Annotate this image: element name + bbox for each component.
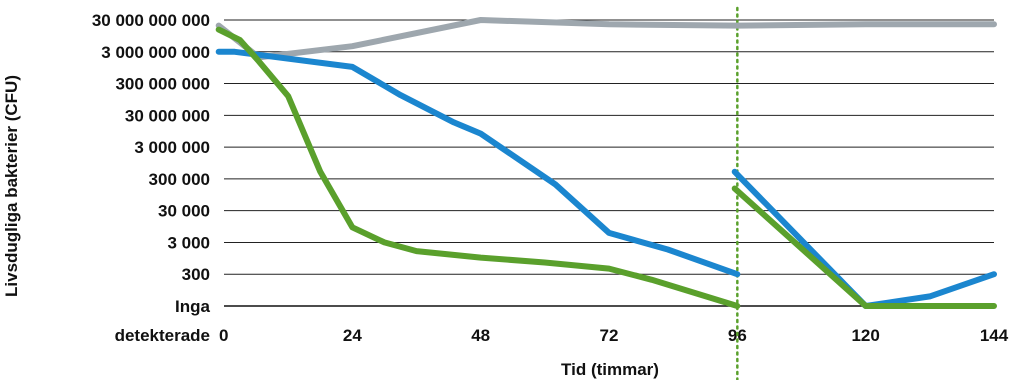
series-line — [215, 26, 741, 309]
series-lines — [215, 17, 997, 309]
y-tick-label: 30 000 000 000 — [92, 11, 210, 30]
y-tick-label: 3 000 000 000 — [101, 43, 210, 62]
y-tick-label: 3 000 — [167, 233, 210, 252]
y-axis-title: Livsdugliga bakterier (CFU) — [2, 75, 21, 297]
x-tick-label: 24 — [343, 326, 362, 345]
y-tick-label: 30 000 — [158, 202, 210, 221]
y-tick-label: 30 000 000 — [125, 106, 210, 125]
x-tick-label: 144 — [980, 326, 1009, 345]
y-tick-label: detekterade — [115, 326, 210, 345]
y-tick-label: 3 000 000 — [134, 138, 210, 157]
x-tick-label: 0 — [219, 326, 228, 345]
gridlines — [224, 19, 994, 275]
x-tick-label: 72 — [600, 326, 619, 345]
y-axis-tick-labels: Inga detekterade 300 3 000 30 000 300 000 3 00… — [92, 11, 211, 345]
y-tick-label: 300 — [182, 265, 210, 284]
x-tick-label: 120 — [851, 326, 879, 345]
y-tick-label: 300 000 — [149, 170, 210, 189]
x-axis-title: Tid (timmar) — [561, 360, 659, 379]
y-tick-label: 300 000 000 — [115, 75, 210, 94]
x-tick-label: 48 — [471, 326, 490, 345]
x-axis-tick-labels: 0 24 48 72 96 120 144 — [219, 326, 1009, 345]
series-line — [731, 185, 997, 309]
y-tick-label: Inga — [175, 297, 210, 316]
series-line — [731, 168, 997, 309]
series-line — [215, 48, 741, 278]
